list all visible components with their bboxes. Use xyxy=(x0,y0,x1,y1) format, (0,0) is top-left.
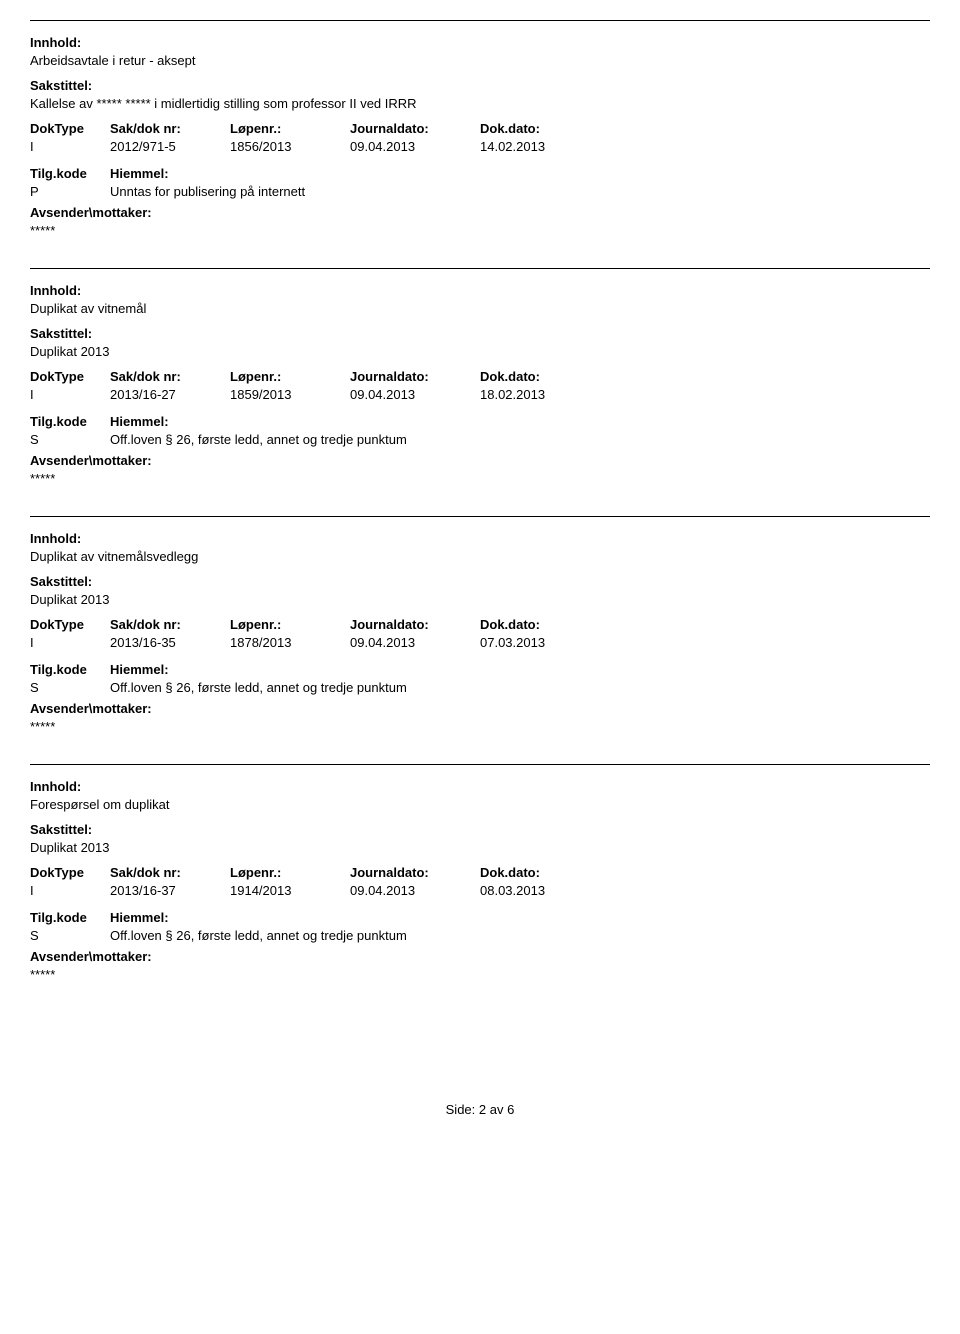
lopenr-value: 1914/2013 xyxy=(230,883,350,898)
journaldato-value: 09.04.2013 xyxy=(350,139,480,154)
lopenr-header: Løpenr.: xyxy=(230,617,350,632)
tilgkode-value: S xyxy=(30,928,110,943)
lopenr-value: 1856/2013 xyxy=(230,139,350,154)
saknr-header: Sak/dok nr: xyxy=(110,617,230,632)
sakstittel-value: Duplikat 2013 xyxy=(30,592,930,607)
lopenr-value: 1878/2013 xyxy=(230,635,350,650)
journal-entry: Innhold: Forespørsel om duplikat Sakstit… xyxy=(30,764,930,1062)
tilgkode-value: S xyxy=(30,680,110,695)
avsender-value: ***** xyxy=(30,967,930,982)
lopenr-header: Løpenr.: xyxy=(230,369,350,384)
avsender-value: ***** xyxy=(30,223,930,238)
doktype-header: DokType xyxy=(30,617,110,632)
hiemmel-value: Off.loven § 26, første ledd, annet og tr… xyxy=(110,680,450,695)
tilg-row: Tilg.kode S Hiemmel: Off.loven § 26, før… xyxy=(30,662,930,695)
tilg-row: Tilg.kode S Hiemmel: Off.loven § 26, før… xyxy=(30,910,930,943)
innhold-label: Innhold: xyxy=(30,35,930,50)
saknr-header: Sak/dok nr: xyxy=(110,369,230,384)
saknr-value: 2013/16-27 xyxy=(110,387,230,402)
sakstittel-label: Sakstittel: xyxy=(30,822,930,837)
doktype-value: I xyxy=(30,883,110,898)
hiemmel-label: Hiemmel: xyxy=(110,414,930,429)
dokdato-value: 07.03.2013 xyxy=(480,635,600,650)
page-footer: Side: 2 av 6 xyxy=(30,1102,930,1117)
journaldato-value: 09.04.2013 xyxy=(350,387,480,402)
doktype-header: DokType xyxy=(30,369,110,384)
sakstittel-value: Duplikat 2013 xyxy=(30,840,930,855)
innhold-value: Duplikat av vitnemålsvedlegg xyxy=(30,549,930,564)
journal-entry: Innhold: Duplikat av vitnemålsvedlegg Sa… xyxy=(30,516,930,764)
doktype-value: I xyxy=(30,635,110,650)
tilg-row: Tilg.kode S Hiemmel: Off.loven § 26, før… xyxy=(30,414,930,447)
dokdato-value: 18.02.2013 xyxy=(480,387,600,402)
journaldato-header: Journaldato: xyxy=(350,617,480,632)
innhold-label: Innhold: xyxy=(30,283,930,298)
innhold-label: Innhold: xyxy=(30,779,930,794)
hiemmel-value: Off.loven § 26, første ledd, annet og tr… xyxy=(110,432,450,447)
saknr-header: Sak/dok nr: xyxy=(110,121,230,136)
lopenr-header: Løpenr.: xyxy=(230,121,350,136)
doktype-header: DokType xyxy=(30,865,110,880)
sakstittel-value: Duplikat 2013 xyxy=(30,344,930,359)
meta-row: DokType I Sak/dok nr: 2013/16-37 Løpenr.… xyxy=(30,865,930,898)
tilgkode-label: Tilg.kode xyxy=(30,414,110,429)
innhold-value: Duplikat av vitnemål xyxy=(30,301,930,316)
sakstittel-label: Sakstittel: xyxy=(30,78,930,93)
dokdato-header: Dok.dato: xyxy=(480,369,600,384)
doktype-value: I xyxy=(30,139,110,154)
journal-entries: Innhold: Arbeidsavtale i retur - aksept … xyxy=(30,20,930,1062)
innhold-value: Arbeidsavtale i retur - aksept xyxy=(30,53,930,68)
journal-entry: Innhold: Duplikat av vitnemål Sakstittel… xyxy=(30,268,930,516)
lopenr-header: Løpenr.: xyxy=(230,865,350,880)
dokdato-header: Dok.dato: xyxy=(480,121,600,136)
meta-row: DokType I Sak/dok nr: 2012/971-5 Løpenr.… xyxy=(30,121,930,154)
journaldato-value: 09.04.2013 xyxy=(350,883,480,898)
tilgkode-label: Tilg.kode xyxy=(30,166,110,181)
saknr-value: 2012/971-5 xyxy=(110,139,230,154)
hiemmel-value: Unntas for publisering på internett xyxy=(110,184,450,199)
tilgkode-value: P xyxy=(30,184,110,199)
journaldato-header: Journaldato: xyxy=(350,865,480,880)
footer-sep: av xyxy=(490,1102,504,1117)
dokdato-value: 14.02.2013 xyxy=(480,139,600,154)
footer-current: 2 xyxy=(479,1102,486,1117)
journaldato-header: Journaldato: xyxy=(350,121,480,136)
doktype-value: I xyxy=(30,387,110,402)
hiemmel-label: Hiemmel: xyxy=(110,166,930,181)
journaldato-value: 09.04.2013 xyxy=(350,635,480,650)
avsender-value: ***** xyxy=(30,719,930,734)
avsender-value: ***** xyxy=(30,471,930,486)
lopenr-value: 1859/2013 xyxy=(230,387,350,402)
tilgkode-value: S xyxy=(30,432,110,447)
doktype-header: DokType xyxy=(30,121,110,136)
hiemmel-label: Hiemmel: xyxy=(110,910,930,925)
saknr-value: 2013/16-35 xyxy=(110,635,230,650)
saknr-value: 2013/16-37 xyxy=(110,883,230,898)
avsender-label: Avsender\mottaker: xyxy=(30,205,930,220)
sakstittel-value: Kallelse av ***** ***** i midlertidig st… xyxy=(30,96,930,111)
tilg-row: Tilg.kode P Hiemmel: Unntas for publiser… xyxy=(30,166,930,199)
saknr-header: Sak/dok nr: xyxy=(110,865,230,880)
dokdato-header: Dok.dato: xyxy=(480,865,600,880)
innhold-value: Forespørsel om duplikat xyxy=(30,797,930,812)
footer-prefix: Side: xyxy=(446,1102,476,1117)
tilgkode-label: Tilg.kode xyxy=(30,910,110,925)
avsender-label: Avsender\mottaker: xyxy=(30,453,930,468)
hiemmel-label: Hiemmel: xyxy=(110,662,930,677)
meta-row: DokType I Sak/dok nr: 2013/16-27 Løpenr.… xyxy=(30,369,930,402)
journal-entry: Innhold: Arbeidsavtale i retur - aksept … xyxy=(30,20,930,268)
journaldato-header: Journaldato: xyxy=(350,369,480,384)
sakstittel-label: Sakstittel: xyxy=(30,574,930,589)
sakstittel-label: Sakstittel: xyxy=(30,326,930,341)
meta-row: DokType I Sak/dok nr: 2013/16-35 Løpenr.… xyxy=(30,617,930,650)
avsender-label: Avsender\mottaker: xyxy=(30,949,930,964)
dokdato-header: Dok.dato: xyxy=(480,617,600,632)
footer-total: 6 xyxy=(507,1102,514,1117)
tilgkode-label: Tilg.kode xyxy=(30,662,110,677)
innhold-label: Innhold: xyxy=(30,531,930,546)
dokdato-value: 08.03.2013 xyxy=(480,883,600,898)
hiemmel-value: Off.loven § 26, første ledd, annet og tr… xyxy=(110,928,450,943)
avsender-label: Avsender\mottaker: xyxy=(30,701,930,716)
